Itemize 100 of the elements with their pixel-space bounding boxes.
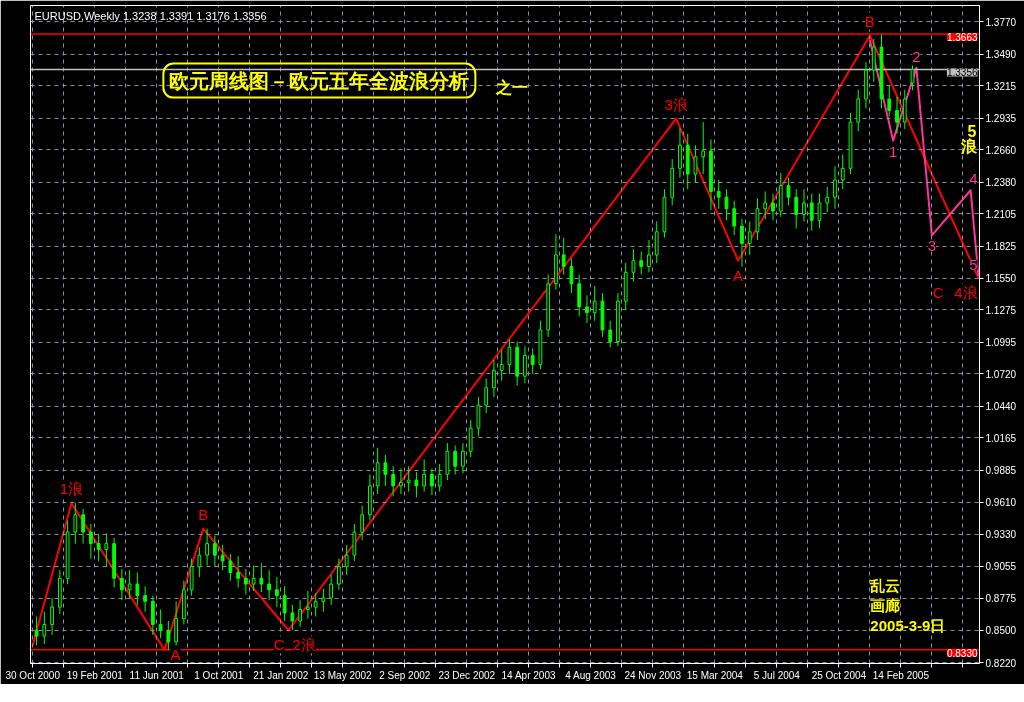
candlestick (313, 592, 318, 617)
candlestick (887, 84, 892, 117)
candlestick (337, 558, 341, 591)
candlestick (73, 502, 78, 545)
candlestick (716, 179, 721, 210)
line-series (868, 39, 980, 277)
candlestick (329, 574, 334, 606)
candlestick (755, 197, 760, 241)
annotation: 1 (888, 142, 898, 160)
candlestick (453, 444, 458, 475)
y-tick-label: 1.0995 (985, 337, 1017, 349)
y-tick-label: 0.9330 (985, 529, 1017, 541)
annotation: 3 (927, 237, 937, 255)
candlestick (786, 177, 791, 206)
y-tick-label: 0.9885 (985, 465, 1017, 477)
annotation: B (864, 12, 875, 30)
y-tick-label: 1.0720 (985, 368, 1017, 380)
ref-line-label: 0.8330 (946, 647, 978, 659)
candlestick (523, 345, 527, 384)
y-tick-label: 1.2935 (985, 113, 1017, 125)
annotation: B (198, 505, 209, 523)
candlestick (794, 188, 799, 229)
y-tick-label: 1.2105 (985, 208, 1017, 220)
annotation: 2 (912, 47, 921, 65)
candlestick (561, 237, 566, 276)
candlestick (809, 193, 814, 232)
candlestick (492, 359, 496, 398)
candlestick (406, 465, 411, 493)
x-tick-label: 25 Oct 2004 (811, 669, 867, 681)
candlestick (344, 544, 349, 576)
x-tick-label: 30 Oct 2000 (5, 669, 61, 681)
candlestick (608, 320, 613, 348)
candlestick (352, 523, 357, 562)
candlestick (639, 250, 644, 276)
candlestick (585, 294, 589, 324)
y-tick-label: 0.8220 (985, 657, 1017, 669)
candlestick (143, 585, 147, 613)
candlestick (391, 465, 396, 497)
annotation: 4 (969, 170, 978, 188)
candlestick (282, 585, 287, 622)
y-tick-label: 1.1825 (985, 241, 1017, 253)
candlestick (747, 220, 752, 256)
candlestick (119, 568, 124, 601)
candlestick (817, 193, 822, 229)
y-tick-label: 1.1550 (985, 273, 1017, 285)
candlestick (197, 546, 202, 578)
candlestick (856, 89, 861, 132)
candlestick (484, 378, 489, 414)
annotation: C (273, 636, 285, 654)
x-tick-label: 14 Feb 2005 (872, 669, 930, 681)
candlestick (577, 274, 582, 317)
candlestick (647, 239, 651, 273)
candlestick (740, 218, 744, 269)
candlestick (430, 468, 434, 496)
y-tick-label: 0.9610 (985, 497, 1017, 509)
y-tick-label: 0.8500 (985, 625, 1017, 637)
annotation: A (170, 645, 181, 663)
candlestick (654, 220, 659, 264)
candlestick (275, 576, 279, 608)
candlestick (298, 599, 303, 628)
annotation: 4浪 (954, 284, 978, 302)
candlestick (321, 588, 326, 613)
annotation: 1浪 (59, 480, 84, 498)
candlestick (530, 347, 535, 375)
candlestick (631, 248, 636, 282)
candlestick (693, 144, 698, 183)
candlestick (290, 604, 295, 631)
ref-line-label: 1.3663 (946, 32, 978, 44)
candlestick (840, 153, 845, 190)
candlestick (499, 349, 504, 382)
x-tick-label: 23 Dec 2002 (438, 669, 496, 681)
annotation: 3浪 (664, 95, 688, 113)
chart-title: EURUSD,Weekly 1.3238 1.3391 1.3176 1.3356 (34, 9, 267, 22)
annotation: 欧元周线图－欧元五年全波浪分析 (169, 69, 470, 92)
candlestick (166, 620, 171, 651)
candlestick (422, 458, 427, 493)
x-tick-label: 14 Apr 2003 (501, 669, 556, 681)
annotation: 画廊 (870, 597, 901, 615)
candlestick (50, 597, 54, 636)
candlestick (414, 471, 419, 498)
x-tick-label: 5 Jul 2004 (753, 669, 801, 681)
candlestick (96, 533, 101, 562)
x-tick-label: 11 Jun 2001 (129, 669, 185, 681)
y-tick-label: 1.1275 (985, 304, 1017, 316)
annotation: 之一 (494, 79, 528, 97)
annotation: 2浪 (292, 636, 316, 654)
y-tick-label: 1.3490 (985, 49, 1017, 60)
annotation: C (932, 284, 944, 302)
candlestick (476, 396, 481, 437)
candlestick (802, 188, 806, 222)
candlestick (205, 528, 210, 567)
candlestick (902, 89, 907, 130)
candlestick (468, 419, 473, 458)
candlestick (236, 555, 241, 589)
y-tick-label: 1.0440 (985, 401, 1017, 413)
candlestick (220, 544, 225, 571)
candlestick (228, 553, 233, 582)
candlestick (212, 535, 217, 568)
candlestick (375, 447, 380, 495)
ref-line-label: 1.3356 (946, 67, 978, 79)
